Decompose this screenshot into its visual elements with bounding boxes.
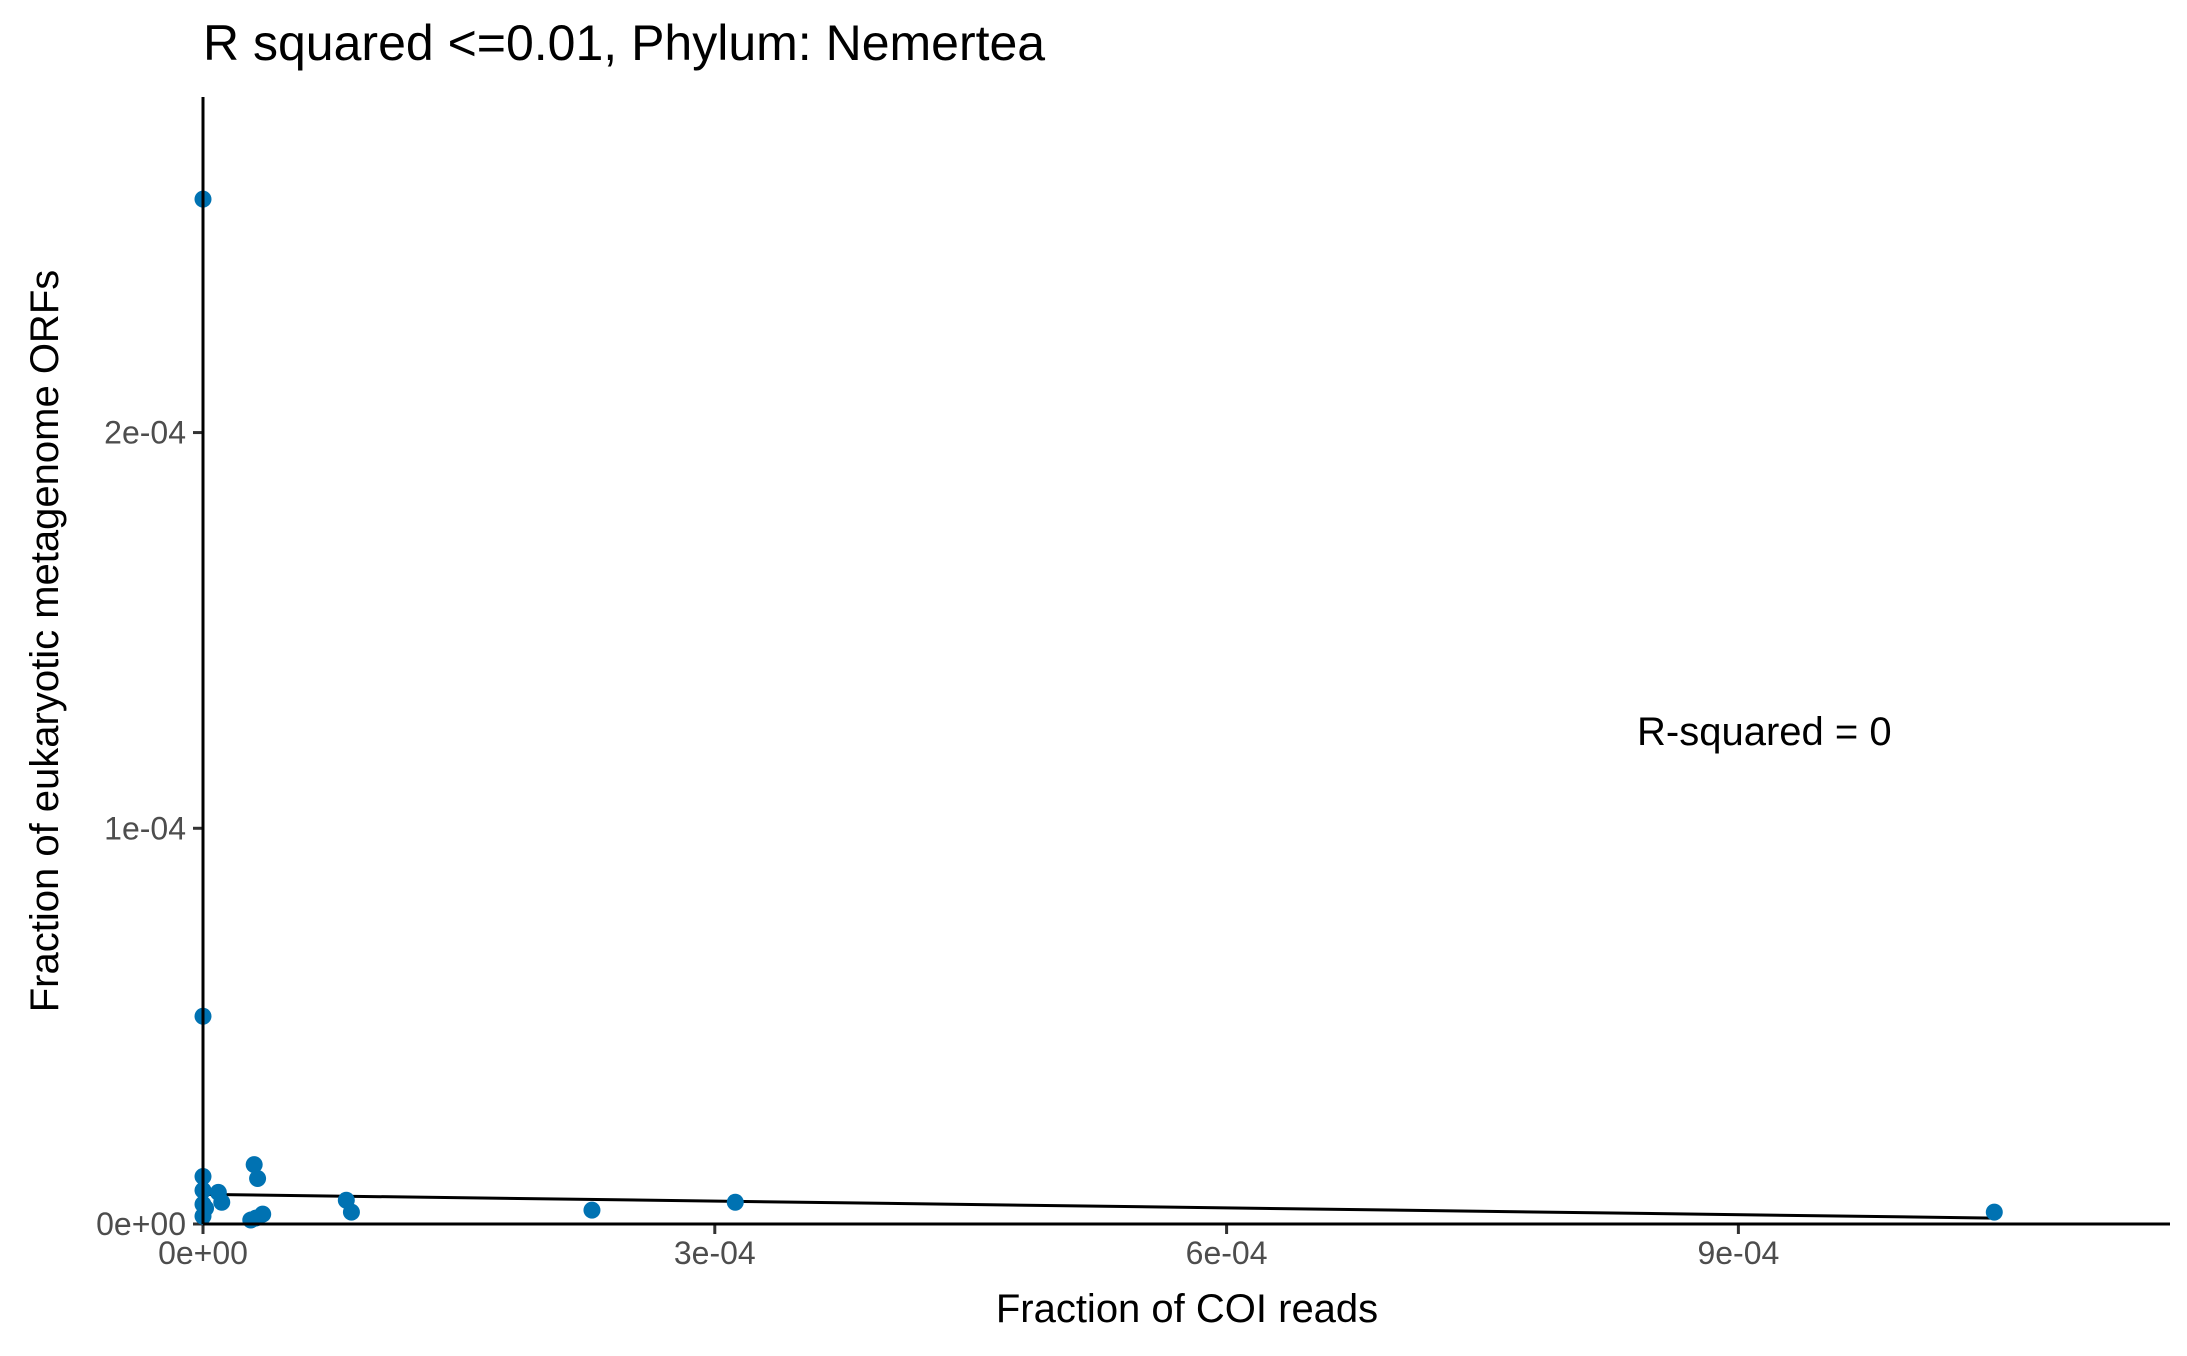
x-tick-label: 9e-04 — [1697, 1235, 1779, 1271]
data-point — [197, 1199, 215, 1217]
axes — [201, 97, 2170, 1226]
r-squared-annotation: R-squared = 0 — [1637, 710, 1892, 754]
chart-title: R squared <=0.01, Phylum: Nemertea — [203, 15, 1045, 71]
x-tick-label: 0e+00 — [158, 1235, 248, 1271]
axis-ticks: 0e+00 3e-04 6e-04 9e-04 0e+00 1e-04 2e-04 — [96, 415, 1779, 1271]
x-tick-label: 3e-04 — [674, 1235, 756, 1271]
y-axis-label: Fraction of eukaryotic metagenome ORFs — [23, 270, 67, 1013]
y-tick-label: 0e+00 — [96, 1206, 186, 1242]
y-tick-label: 1e-04 — [104, 810, 186, 846]
data-point — [249, 1169, 267, 1187]
data-point — [213, 1193, 231, 1211]
data-point — [1985, 1203, 2003, 1221]
x-tick-label: 6e-04 — [1186, 1235, 1268, 1271]
y-tick-label: 2e-04 — [104, 415, 186, 451]
data-point — [254, 1205, 272, 1223]
data-point — [245, 1156, 263, 1174]
regression-line-layer — [202, 1192, 1995, 1220]
x-axis-label: Fraction of COI reads — [996, 1287, 1378, 1331]
data-point — [583, 1201, 601, 1219]
data-point — [726, 1193, 744, 1211]
regression-line — [202, 1192, 1995, 1220]
data-point — [342, 1203, 360, 1221]
